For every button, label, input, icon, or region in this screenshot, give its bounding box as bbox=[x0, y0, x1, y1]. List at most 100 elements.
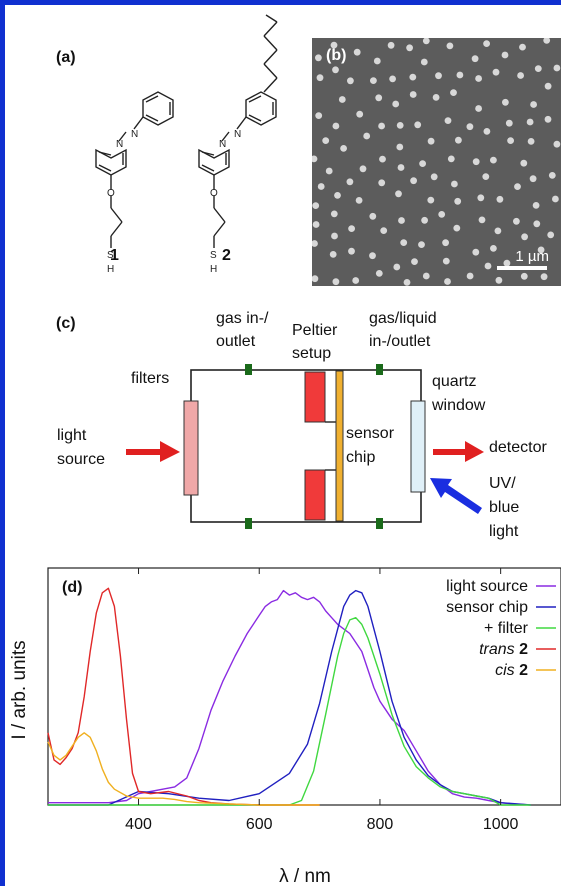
panel-c-letter: (c) bbox=[56, 315, 76, 332]
sem-particle bbox=[495, 276, 503, 284]
sem-particle bbox=[456, 71, 464, 79]
sem-particle bbox=[526, 118, 534, 126]
atom-label: N bbox=[131, 129, 138, 140]
sem-particle bbox=[380, 227, 388, 235]
sem-particle bbox=[477, 194, 485, 202]
sem-particle bbox=[331, 232, 338, 240]
light-source-label-2: source bbox=[57, 451, 106, 468]
sem-particle bbox=[427, 196, 435, 204]
peltier-element-bottom bbox=[304, 469, 326, 521]
quartz-window-label-1: quartz bbox=[432, 373, 477, 390]
quartz-window bbox=[410, 400, 426, 493]
legend-entry-3: + filter bbox=[484, 620, 529, 637]
atom-label: H bbox=[210, 264, 217, 275]
sem-particle bbox=[475, 75, 482, 82]
sensor-chip-label-1: sensor bbox=[346, 425, 395, 442]
sem-image: (b) 1 µm bbox=[312, 38, 561, 286]
sem-particle bbox=[312, 240, 318, 247]
atom-label: O bbox=[210, 188, 218, 199]
gas-liquid-port-bottom bbox=[376, 518, 383, 529]
atom-label: S bbox=[210, 250, 217, 261]
atom-label: N bbox=[234, 129, 241, 140]
sem-particle bbox=[548, 172, 556, 179]
sem-particle bbox=[447, 155, 455, 163]
sem-particle bbox=[427, 137, 435, 145]
sem-particle bbox=[392, 100, 400, 108]
sem-particle bbox=[330, 41, 338, 49]
uv-light-arrow bbox=[430, 478, 482, 514]
sem-particle bbox=[418, 241, 425, 249]
sensor-chip-label-2: chip bbox=[346, 449, 376, 466]
sem-particle bbox=[483, 40, 490, 47]
molecule-structures: N N O S H N N O S H 1 2 bbox=[95, 14, 278, 275]
sem-particle bbox=[492, 68, 500, 76]
sem-particle bbox=[532, 202, 540, 209]
gas-inlet-label-1: gas in-/ bbox=[216, 310, 269, 327]
gas-liquid-label-1: gas/liquid bbox=[369, 310, 437, 327]
sem-particle bbox=[533, 220, 541, 228]
sem-particle bbox=[400, 239, 408, 247]
sem-particle bbox=[359, 165, 367, 173]
sem-particle bbox=[454, 197, 462, 205]
light-source-arrow bbox=[126, 441, 180, 462]
sem-particle bbox=[369, 252, 376, 260]
sem-particle bbox=[411, 258, 418, 265]
sem-particle bbox=[387, 41, 395, 49]
sem-particle bbox=[514, 183, 521, 191]
sem-particle bbox=[422, 272, 430, 280]
sem-particle bbox=[442, 239, 449, 247]
x-axis-ticks: 400 600 800 1000 bbox=[125, 568, 519, 833]
sem-particle bbox=[315, 112, 323, 119]
sem-particle bbox=[529, 175, 537, 183]
scale-bar bbox=[497, 266, 547, 270]
y-axis-label: I / arb. units bbox=[9, 640, 30, 739]
sem-particle bbox=[505, 119, 513, 127]
filter-element bbox=[183, 400, 199, 496]
legend-entry-4: trans 2 bbox=[479, 641, 528, 658]
sem-particle bbox=[347, 77, 354, 85]
sem-particle bbox=[442, 257, 450, 265]
sem-particle bbox=[403, 279, 411, 286]
sem-particle bbox=[553, 64, 561, 72]
sem-particle bbox=[520, 159, 528, 167]
sem-particle bbox=[455, 136, 462, 144]
emission-spectra-chart: 400 600 800 1000 (d) λ / nm I / arb. units … bbox=[9, 567, 561, 886]
sem-particle bbox=[552, 195, 559, 203]
x-axis-label: λ / nm bbox=[279, 866, 331, 886]
sem-particle bbox=[334, 192, 341, 199]
sem-particle bbox=[409, 73, 417, 81]
sem-particle bbox=[422, 38, 430, 45]
x-tick-label: 600 bbox=[246, 816, 273, 833]
atom-label: S bbox=[107, 250, 114, 261]
sem-particle bbox=[389, 75, 396, 83]
sem-particle bbox=[332, 122, 340, 130]
sem-particle bbox=[435, 72, 442, 80]
sem-particle bbox=[409, 91, 417, 98]
uv-light-label-1: UV/ bbox=[489, 475, 516, 492]
sem-particle bbox=[375, 94, 383, 102]
sem-particle bbox=[472, 158, 480, 166]
sem-particle bbox=[338, 96, 346, 103]
sem-particle bbox=[379, 155, 386, 163]
sem-particle bbox=[544, 115, 552, 123]
sem-particle bbox=[444, 117, 452, 124]
sem-particle bbox=[519, 43, 526, 51]
sem-particle bbox=[432, 94, 440, 101]
sem-particle bbox=[378, 179, 386, 187]
sem-particle bbox=[363, 132, 371, 140]
sem-particle bbox=[396, 143, 404, 151]
gas-liquid-label-2: in-/outlet bbox=[369, 333, 431, 350]
sem-particle bbox=[312, 155, 318, 163]
sem-particle bbox=[419, 160, 426, 167]
x-tick-label: 800 bbox=[367, 816, 394, 833]
detector-label: detector bbox=[489, 439, 547, 456]
series-line-1 bbox=[48, 589, 531, 806]
sem-particle bbox=[534, 65, 542, 72]
sem-particle bbox=[466, 272, 474, 280]
chart-legend: light source sensor chip + filter trans 2 ci… bbox=[446, 578, 556, 679]
sem-particle bbox=[530, 101, 537, 108]
sem-particle bbox=[502, 98, 509, 106]
sem-particle bbox=[396, 122, 404, 129]
sem-particle bbox=[406, 44, 413, 52]
sem-particle bbox=[483, 128, 491, 135]
